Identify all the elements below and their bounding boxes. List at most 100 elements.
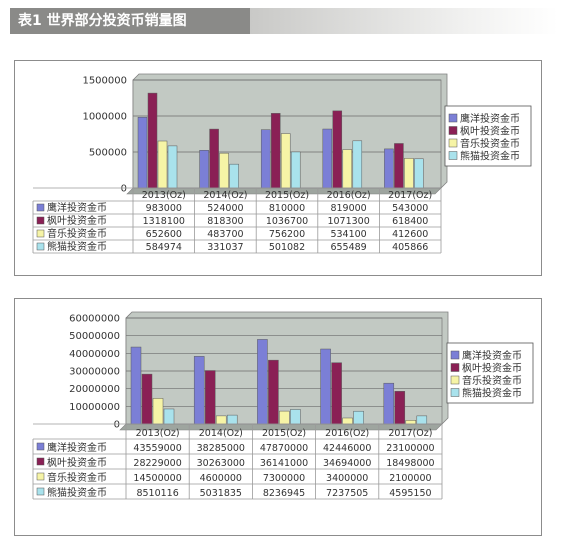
bar bbox=[383, 382, 395, 425]
legend-label: 音乐投资金币 bbox=[462, 374, 522, 387]
table-cell-value: 2100000 bbox=[389, 473, 431, 484]
bar bbox=[280, 133, 291, 189]
legend-label: 枫叶投资金币 bbox=[460, 125, 520, 138]
bar bbox=[405, 420, 417, 425]
bar bbox=[152, 398, 164, 425]
table-cell-value: 618400 bbox=[392, 216, 428, 227]
table-cell-value: 818300 bbox=[207, 216, 243, 227]
legend-swatch bbox=[448, 138, 458, 148]
legend-label: 音乐投资金币 bbox=[460, 137, 520, 150]
category-label: 2017(Oz) bbox=[388, 190, 432, 201]
legend-swatch bbox=[448, 126, 458, 135]
bar bbox=[226, 414, 238, 425]
bar bbox=[257, 339, 268, 425]
table-cell-value: 43559000 bbox=[133, 443, 181, 454]
bar bbox=[215, 415, 227, 425]
legend-box bbox=[444, 105, 532, 167]
table-cell-value: 4600000 bbox=[200, 473, 242, 484]
table-cell-value: 4595150 bbox=[389, 488, 431, 499]
table-series-label: 枫叶投资金币 bbox=[47, 456, 107, 469]
bar bbox=[157, 140, 168, 189]
bar bbox=[394, 143, 404, 189]
bar bbox=[352, 140, 363, 189]
y-tick-label: 1000000 bbox=[82, 112, 127, 123]
table-cell-value: 5031835 bbox=[200, 488, 242, 499]
legend-label: 鹰洋投资金币 bbox=[462, 349, 522, 362]
bar bbox=[130, 346, 142, 425]
bar bbox=[332, 110, 343, 189]
legend-swatch bbox=[448, 113, 458, 123]
table-legend-key bbox=[36, 487, 45, 496]
y-tick-label: 10000000 bbox=[69, 402, 120, 413]
table-cell-value: 819000 bbox=[330, 203, 366, 214]
bar bbox=[268, 359, 279, 425]
table-cell-value: 8510116 bbox=[136, 488, 178, 499]
table-legend-key bbox=[36, 442, 45, 451]
category-label: 2013(Oz) bbox=[142, 190, 186, 201]
table-cell-value: 983000 bbox=[146, 203, 182, 214]
bar bbox=[163, 408, 175, 425]
y-tick-label: 0 bbox=[114, 420, 120, 431]
table-cell-value: 36141000 bbox=[260, 458, 308, 469]
table-series-label: 音乐投资金币 bbox=[47, 227, 107, 240]
legend-swatch bbox=[450, 375, 460, 385]
category-label: 2016(Oz) bbox=[325, 428, 369, 439]
y-tick-label: 20000000 bbox=[69, 384, 120, 395]
table-title: 表1 世界部分投资币销量图 bbox=[10, 8, 250, 34]
category-label: 2015(Oz) bbox=[262, 428, 306, 439]
category-label: 2013(Oz) bbox=[136, 428, 180, 439]
table-cell-value: 534100 bbox=[330, 229, 366, 240]
bar bbox=[193, 356, 205, 425]
bar bbox=[404, 158, 414, 189]
table-cell-value: 30263000 bbox=[197, 458, 245, 469]
chart-panel-second: 60000000 50000000 40000000 30000000 20000000… bbox=[14, 298, 542, 536]
bar bbox=[137, 116, 148, 189]
bar bbox=[394, 391, 406, 425]
table-cell-value: 756200 bbox=[269, 229, 305, 240]
y-tick-label: 0 bbox=[121, 184, 127, 195]
table-cell-value: 47870000 bbox=[260, 443, 308, 454]
table-cell-value: 23100000 bbox=[386, 443, 434, 454]
table-cell-value: 34694000 bbox=[323, 458, 371, 469]
bar bbox=[290, 151, 301, 189]
category-label: 2014(Oz) bbox=[199, 428, 243, 439]
bar bbox=[384, 148, 394, 189]
category-label: 2016(Oz) bbox=[327, 190, 371, 201]
table-cell-value: 405866 bbox=[392, 242, 428, 253]
table-legend-key bbox=[36, 472, 45, 481]
table-series-label: 枫叶投资金币 bbox=[47, 214, 107, 227]
y-tick-label: 1500000 bbox=[82, 76, 127, 87]
legend-swatch bbox=[450, 363, 460, 372]
table-cell-value: 7237505 bbox=[326, 488, 368, 499]
table-cell-value: 42446000 bbox=[323, 443, 371, 454]
title-bar-decoration bbox=[250, 8, 558, 34]
table-cell-value: 28229000 bbox=[133, 458, 181, 469]
table-cell-value: 1071300 bbox=[327, 216, 369, 227]
y-tick-label: 500000 bbox=[89, 148, 127, 159]
bar bbox=[270, 113, 281, 189]
table-cell-value: 810000 bbox=[269, 203, 305, 214]
legend-label: 熊猫投资金币 bbox=[462, 387, 522, 400]
bar bbox=[331, 362, 342, 425]
table-cell-value: 1036700 bbox=[266, 216, 308, 227]
bar bbox=[167, 145, 178, 189]
bar bbox=[342, 149, 353, 189]
table-cell-value: 584974 bbox=[146, 242, 182, 253]
chart-ounces: 1500000 1000000 500000 0 2013(Oz) 2014(Oz) 201… bbox=[32, 73, 532, 254]
table-series-label: 鹰洋投资金币 bbox=[47, 201, 107, 214]
bar bbox=[141, 373, 153, 425]
bar bbox=[353, 410, 364, 425]
table-cell-value: 501082 bbox=[269, 242, 305, 253]
table-cell-value: 18498000 bbox=[386, 458, 434, 469]
bar bbox=[209, 128, 219, 189]
bar bbox=[322, 128, 333, 189]
chart-second: 60000000 50000000 40000000 30000000 20000000… bbox=[32, 311, 534, 500]
category-label: 2014(Oz) bbox=[203, 190, 247, 201]
table-cell-value: 524000 bbox=[207, 203, 243, 214]
table-legend-key bbox=[36, 216, 45, 225]
table-cell-value: 655489 bbox=[330, 242, 366, 253]
table-cell-value: 3400000 bbox=[326, 473, 368, 484]
table-cell-value: 331037 bbox=[207, 242, 243, 253]
bar bbox=[219, 152, 229, 189]
bar bbox=[147, 92, 158, 189]
